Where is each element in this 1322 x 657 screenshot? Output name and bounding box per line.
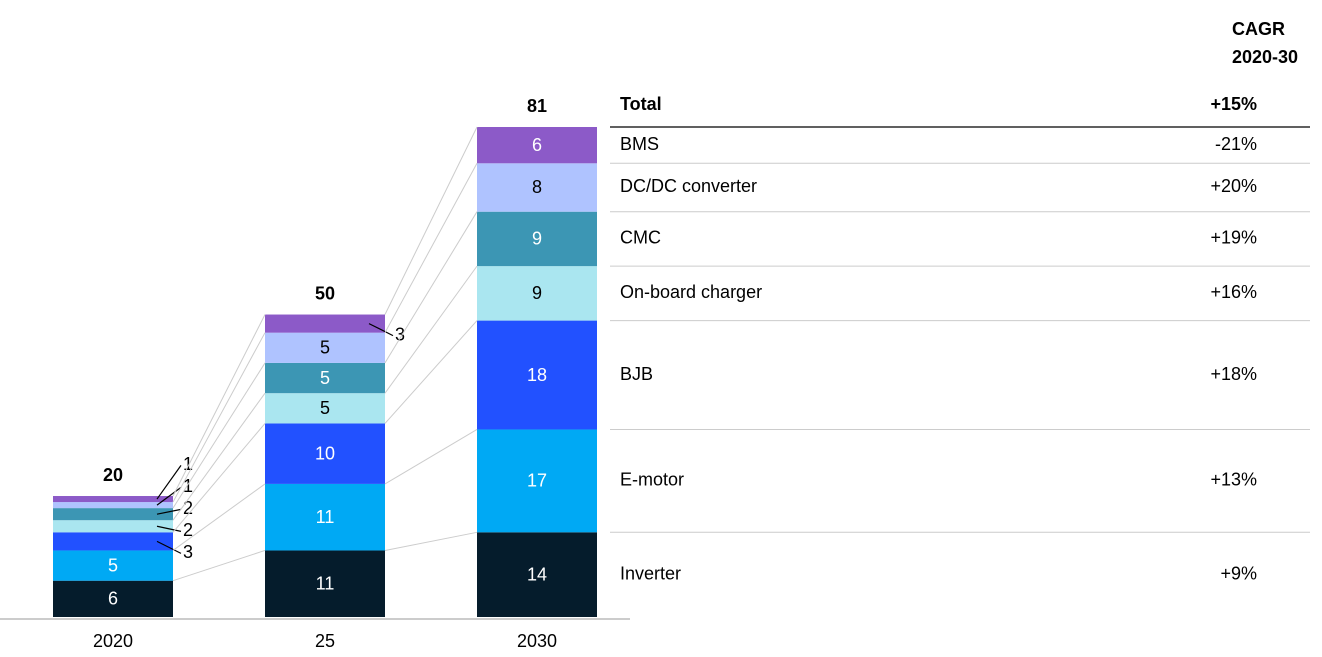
- bar-segment: [265, 483, 385, 551]
- total-label: 81: [527, 96, 547, 116]
- x-tick-label: 2020: [93, 631, 133, 651]
- connector: [172, 392, 266, 521]
- legend-label: E-motor: [620, 470, 684, 490]
- bar-segment: [477, 429, 597, 533]
- bar-segment: [265, 550, 385, 617]
- connector: [172, 423, 266, 533]
- connector: [384, 531, 478, 551]
- leader-line: [156, 525, 182, 532]
- leader-line: [368, 323, 394, 337]
- x-tick-label: 2030: [517, 631, 557, 651]
- leader-line: [156, 508, 182, 515]
- legend-label: On-board charger: [620, 282, 762, 302]
- segment-label: 14: [527, 564, 547, 584]
- connector: [172, 314, 266, 497]
- cagr-value: +13%: [1210, 470, 1257, 490]
- segment-label: 3: [395, 324, 405, 344]
- bar-segment: [53, 550, 173, 581]
- leader-line: [156, 465, 182, 500]
- total-cagr: +15%: [1210, 94, 1257, 114]
- segment-label: 9: [532, 283, 542, 303]
- bar-segment: [53, 496, 173, 503]
- segment-label: 1: [183, 476, 193, 496]
- bar-segment: [53, 508, 173, 521]
- legend-label: BJB: [620, 364, 653, 384]
- connector: [384, 126, 478, 315]
- connector: [384, 211, 478, 364]
- connector: [172, 332, 266, 503]
- segment-label: 8: [532, 177, 542, 197]
- x-tick-label: 25: [315, 631, 335, 651]
- bar-segment: [265, 423, 385, 484]
- connector: [384, 163, 478, 333]
- segment-label: 5: [320, 398, 330, 418]
- segment-label: 11: [316, 573, 335, 593]
- connector: [384, 429, 478, 485]
- segment-label: 5: [108, 555, 118, 575]
- bar-segment: [477, 163, 597, 212]
- bar-segment: [53, 580, 173, 617]
- leader-line: [156, 486, 182, 506]
- segment-label: 2: [183, 498, 193, 518]
- segment-label: 2: [183, 520, 193, 540]
- bar-segment: [477, 532, 597, 617]
- bar-segment: [265, 314, 385, 333]
- connector: [172, 483, 266, 551]
- legend-label: BMS: [620, 134, 659, 154]
- total-label: 20: [103, 465, 123, 485]
- bar-segment: [477, 127, 597, 164]
- bar-segment: [53, 520, 173, 533]
- segment-label: 6: [532, 135, 542, 155]
- segment-label: 11: [316, 507, 335, 527]
- legend-label: Inverter: [620, 563, 681, 583]
- segment-label: 10: [315, 443, 335, 463]
- cagr-value: +18%: [1210, 364, 1257, 384]
- connector: [172, 362, 266, 509]
- bar-segment: [265, 362, 385, 394]
- segment-label: 3: [183, 542, 193, 562]
- cagr-value: -21%: [1215, 134, 1257, 154]
- cagr-value: +9%: [1220, 563, 1257, 583]
- connector: [172, 549, 266, 582]
- segment-label: 9: [532, 229, 542, 249]
- connector: [384, 320, 478, 424]
- segment-label: 1: [183, 454, 193, 474]
- bar-segment: [53, 532, 173, 551]
- segment-label: 18: [527, 365, 547, 385]
- bar-segment: [53, 502, 173, 509]
- cagr-value: +20%: [1210, 176, 1257, 196]
- total-label: 50: [315, 283, 335, 303]
- cagr-header: CAGR: [1232, 19, 1285, 39]
- total-label: Total: [620, 94, 662, 114]
- cagr-value: +19%: [1210, 228, 1257, 248]
- segment-label: 17: [527, 471, 547, 491]
- legend-label: DC/DC converter: [620, 176, 757, 196]
- bar-segment: [265, 332, 385, 363]
- connector: [384, 265, 478, 394]
- bar-segment: [477, 320, 597, 430]
- bar-segment: [477, 211, 597, 267]
- cagr-header: 2020-30: [1232, 47, 1298, 67]
- bar-segment: [477, 266, 597, 321]
- legend-label: CMC: [620, 228, 661, 248]
- bar-segment: [265, 393, 385, 424]
- leader-line: [156, 540, 182, 554]
- segment-label: 6: [108, 589, 118, 609]
- segment-label: 5: [320, 338, 330, 358]
- segment-label: 5: [320, 368, 330, 388]
- cagr-value: +16%: [1210, 282, 1257, 302]
